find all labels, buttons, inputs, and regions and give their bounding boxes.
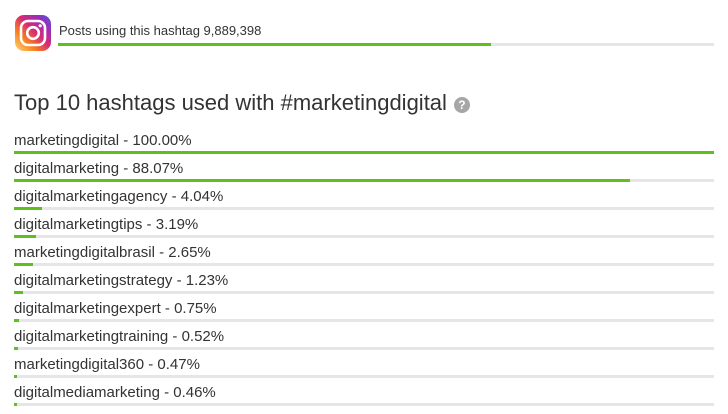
hashtag-bar-fill <box>14 179 631 182</box>
hashtag-label[interactable]: digitalmarketingtips - 3.19% <box>14 216 199 233</box>
hashtag-label[interactable]: marketingdigitalbrasil - 2.65% <box>14 244 211 261</box>
hashtag-bar-track <box>14 347 714 350</box>
hashtag-label[interactable]: digitalmarketingagency - 4.04% <box>14 188 224 205</box>
hashtag-bar-fill <box>14 207 43 210</box>
hashtag-label[interactable]: digitalmarketingstrategy - 1.23% <box>14 272 229 289</box>
hashtag-item: digitalmarketingexpert - 0.75% <box>14 296 714 324</box>
hashtag-bar-fill <box>14 319 20 322</box>
hashtag-item: digitalmarketingtips - 3.19% <box>14 212 714 240</box>
posts-progress-track <box>58 43 714 46</box>
hashtag-bar-fill <box>14 151 714 154</box>
hashtag-list: marketingdigital - 100.00% digitalmarketi… <box>14 128 714 408</box>
hashtag-bar-fill <box>14 291 23 294</box>
hashtag-item: marketingdigitalbrasil - 2.65% <box>14 240 714 268</box>
hashtag-item: digitalmarketingagency - 4.04% <box>14 184 714 212</box>
hashtag-bar-track <box>14 235 714 238</box>
hashtag-bar-track <box>14 207 714 210</box>
hashtag-label[interactable]: digitalmarketingtraining - 0.52% <box>14 328 225 345</box>
posts-header: Posts using this hashtag 9,889,398 <box>14 14 714 54</box>
hashtag-bar-fill <box>14 375 18 378</box>
hashtag-item: marketingdigital360 - 0.47% <box>14 352 714 380</box>
hashtag-label[interactable]: digitalmediamarketing - 0.46% <box>14 384 216 401</box>
hashtag-label[interactable]: digitalmarketingexpert - 0.75% <box>14 300 217 317</box>
section-title-row: Top 10 hashtags used with #marketingdigi… <box>14 90 470 116</box>
hashtag-bar-track <box>14 151 714 154</box>
hashtag-item: digitalmarketingtraining - 0.52% <box>14 324 714 352</box>
hashtag-bar-track <box>14 263 714 266</box>
hashtag-label[interactable]: marketingdigital360 - 0.47% <box>14 356 200 373</box>
posts-progress-fill <box>58 43 491 46</box>
hashtag-bar-fill <box>14 347 18 350</box>
question-circle-icon[interactable]: ? <box>453 96 470 113</box>
hashtag-bar-fill <box>14 263 33 266</box>
hashtag-item: digitalmarketingstrategy - 1.23% <box>14 268 714 296</box>
hashtag-bar-track <box>14 319 714 322</box>
posts-count-text: Posts using this hashtag 9,889,398 <box>59 23 262 38</box>
hashtag-item: digitalmarketing - 88.07% <box>14 156 714 184</box>
instagram-icon[interactable] <box>14 14 52 52</box>
hashtag-label[interactable]: marketingdigital - 100.00% <box>14 132 192 149</box>
hashtag-item: marketingdigital - 100.00% <box>14 128 714 156</box>
hashtag-bar-track <box>14 403 714 406</box>
hashtag-bar-fill <box>14 403 18 406</box>
hashtag-bar-fill <box>14 235 37 238</box>
hashtag-bar-track <box>14 179 714 182</box>
hashtag-bar-track <box>14 375 714 378</box>
page-title: Top 10 hashtags used with #marketingdigi… <box>14 90 447 115</box>
hashtag-label[interactable]: digitalmarketing - 88.07% <box>14 160 184 177</box>
hashtag-bar-track <box>14 291 714 294</box>
hashtag-item: digitalmediamarketing - 0.46% <box>14 380 714 408</box>
